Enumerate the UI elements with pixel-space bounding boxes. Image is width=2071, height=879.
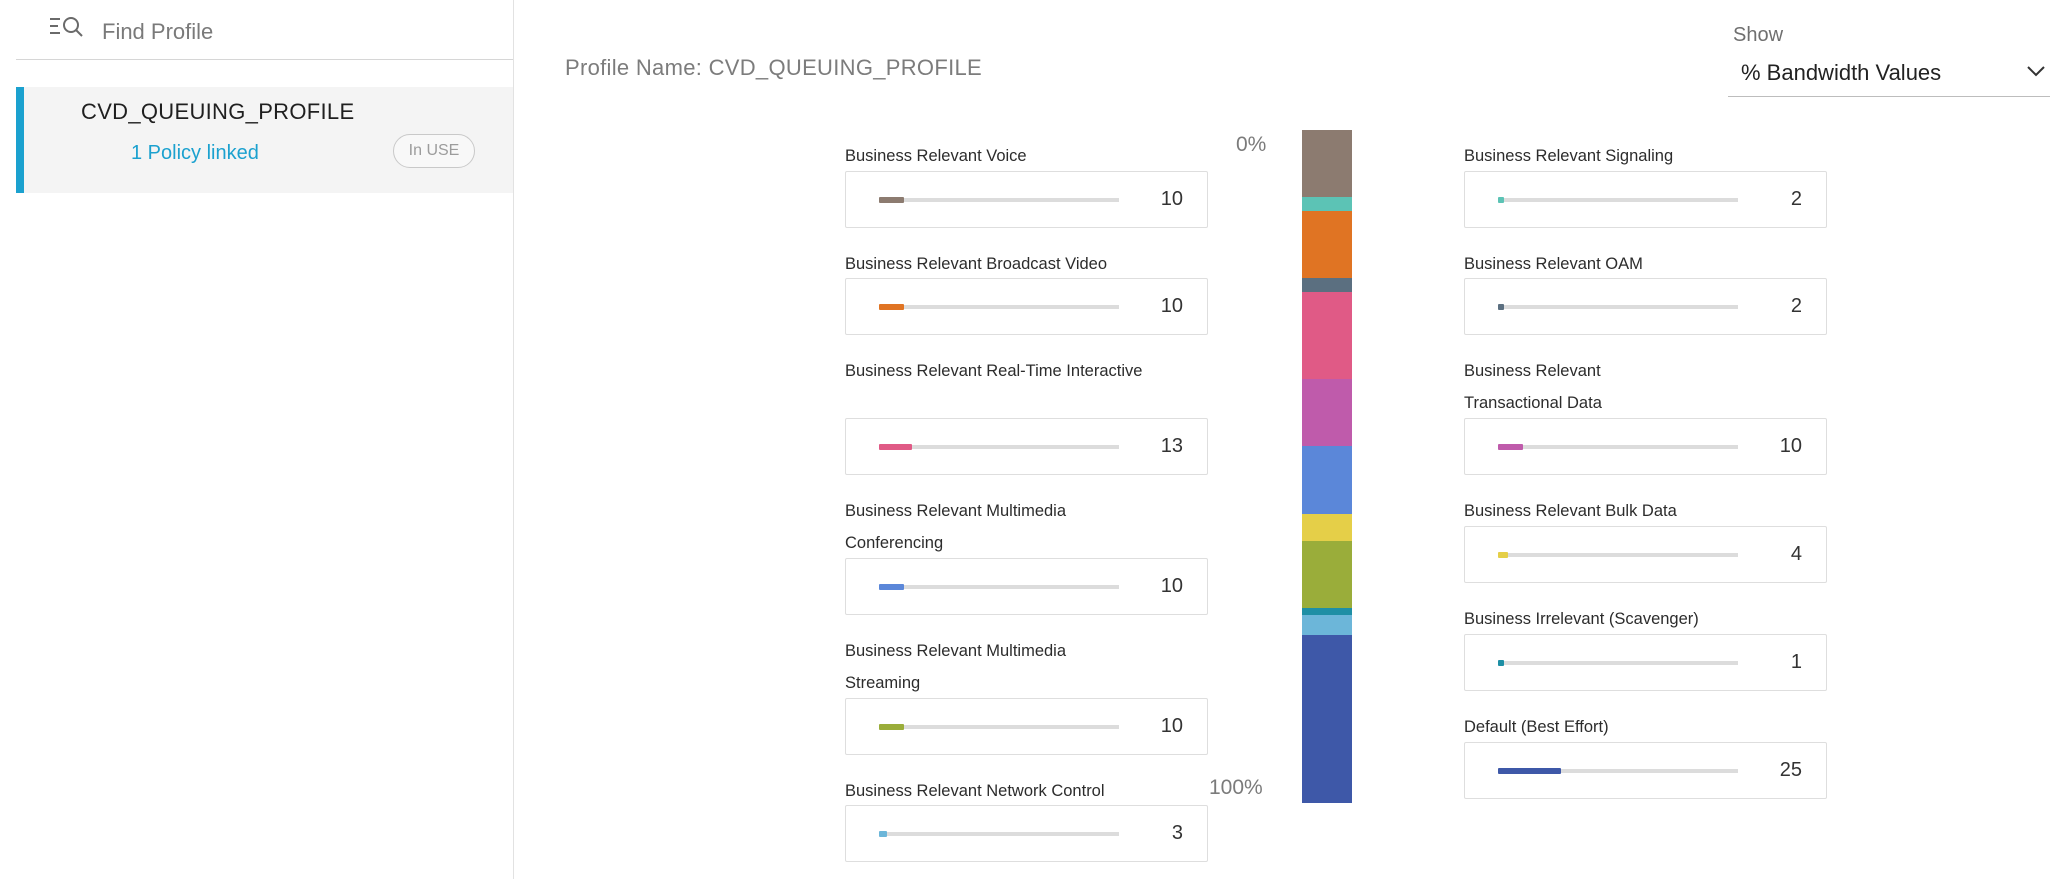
queue-label-signaling: Business Relevant Signaling	[1464, 147, 1674, 165]
bandwidth-slider-track[interactable]	[879, 197, 1119, 203]
queue-card-bulk-data[interactable]: 4	[1464, 526, 1827, 583]
queue-card-transactional-data[interactable]: 10	[1464, 418, 1827, 475]
bandwidth-slider-fill	[1498, 552, 1509, 558]
bandwidth-value[interactable]: 1	[1790, 651, 1802, 673]
bandwidth-value[interactable]: 13	[1160, 435, 1183, 457]
bandwidth-slider-track[interactable]	[879, 584, 1119, 590]
stack-segment-signaling	[1302, 197, 1352, 211]
bandwidth-slider-track[interactable]	[1498, 197, 1738, 203]
queue-label-network-control: Business Relevant Network Control	[845, 782, 1105, 800]
in-use-badge: In USE	[393, 134, 475, 168]
stack-segment-scavenger	[1302, 607, 1352, 615]
bandwidth-slider-fill	[879, 831, 887, 837]
bandwidth-slider-fill	[879, 444, 912, 450]
bandwidth-value[interactable]: 10	[1160, 715, 1183, 737]
bandwidth-slider-track[interactable]	[1498, 660, 1738, 666]
stack-segment-oam	[1302, 278, 1352, 292]
bandwidth-slider-fill	[1498, 660, 1504, 666]
stack-segment-multimedia-streaming	[1302, 540, 1352, 608]
show-label: Show	[1733, 24, 1784, 46]
profile-search-bar	[16, 0, 513, 60]
selected-indicator	[16, 87, 24, 193]
queue-card-multimedia-streaming[interactable]: 10	[845, 698, 1208, 755]
bandwidth-value[interactable]: 10	[1779, 435, 1802, 457]
bandwidth-slider-fill	[879, 724, 905, 730]
bandwidth-slider-track[interactable]	[879, 304, 1119, 310]
queue-label-voice: Business Relevant Voice	[845, 147, 1027, 165]
show-dropdown[interactable]: % Bandwidth Values	[1728, 52, 2050, 97]
bandwidth-stacked-bar	[1302, 130, 1352, 803]
stack-segment-broadcast-video	[1302, 210, 1352, 279]
stack-segment-best-effort	[1302, 634, 1352, 803]
stack-segment-transactional-data	[1302, 379, 1352, 447]
bandwidth-slider-track[interactable]	[879, 724, 1119, 730]
queue-card-oam[interactable]: 2	[1464, 278, 1827, 335]
bandwidth-slider-fill	[879, 584, 905, 590]
queue-card-multimedia-conferencing[interactable]: 10	[845, 558, 1208, 615]
policy-linked-link[interactable]: 1 Policy linked	[131, 142, 259, 164]
bandwidth-slider-fill	[1498, 768, 1561, 774]
bandwidth-slider-fill	[879, 304, 905, 310]
queue-card-broadcast-video[interactable]: 10	[845, 278, 1208, 335]
stack-segment-multimedia-conferencing	[1302, 446, 1352, 514]
bandwidth-slider-fill	[1498, 444, 1524, 450]
search-list-icon[interactable]	[48, 14, 88, 40]
bandwidth-value[interactable]: 10	[1160, 575, 1183, 597]
bandwidth-slider-track[interactable]	[1498, 304, 1738, 310]
chevron-down-icon	[2026, 64, 2046, 78]
queue-card-voice[interactable]: 10	[845, 171, 1208, 228]
bandwidth-slider-fill	[1498, 304, 1504, 310]
bandwidth-value[interactable]: 4	[1790, 543, 1802, 565]
profile-name-heading: Profile Name: CVD_QUEUING_PROFILE	[565, 55, 983, 80]
queue-label-real-time-interactive: Business Relevant Real-Time Interactive	[845, 362, 1143, 380]
bandwidth-slider-track[interactable]	[1498, 552, 1738, 558]
bandwidth-slider-track[interactable]	[879, 444, 1119, 450]
queue-label-multimedia-conferencing: Business Relevant Multimedia Conferencin…	[845, 502, 1067, 552]
queue-label-scavenger: Business Irrelevant (Scavenger)	[1464, 610, 1699, 628]
bandwidth-value[interactable]: 10	[1160, 188, 1183, 210]
stack-segment-real-time-interactive	[1302, 291, 1352, 379]
queue-label-broadcast-video: Business Relevant Broadcast Video	[845, 255, 1108, 273]
queue-card-network-control[interactable]: 3	[845, 805, 1208, 862]
find-profile-input[interactable]	[100, 14, 484, 50]
queue-card-scavenger[interactable]: 1	[1464, 634, 1827, 691]
profile-list-item[interactable]: CVD_QUEUING_PROFILE 1 Policy linked In U…	[16, 87, 513, 193]
stack-segment-network-control	[1302, 614, 1352, 635]
bandwidth-value[interactable]: 10	[1160, 295, 1183, 317]
show-dropdown-value: % Bandwidth Values	[1741, 60, 1942, 85]
bandwidth-slider-track[interactable]	[879, 831, 1119, 837]
bandwidth-slider-fill	[1498, 197, 1504, 203]
bandwidth-value[interactable]: 2	[1790, 188, 1802, 210]
profile-item-name: CVD_QUEUING_PROFILE	[81, 99, 355, 124]
bandwidth-value[interactable]: 2	[1790, 295, 1802, 317]
queue-label-multimedia-streaming: Business Relevant Multimedia Streaming	[845, 642, 1067, 692]
queue-card-real-time-interactive[interactable]: 13	[845, 418, 1208, 475]
stack-segment-bulk-data	[1302, 513, 1352, 541]
profile-list-panel: CVD_QUEUING_PROFILE 1 Policy linked In U…	[0, 0, 514, 879]
stack-segment-voice	[1302, 130, 1352, 198]
bandwidth-value[interactable]: 25	[1779, 759, 1802, 781]
queue-card-signaling[interactable]: 2	[1464, 171, 1827, 228]
queue-label-oam: Business Relevant OAM	[1464, 255, 1643, 273]
bandwidth-value[interactable]: 3	[1171, 822, 1183, 844]
stack-top-label: 0%	[1236, 133, 1267, 156]
stack-bottom-label: 100%	[1209, 776, 1263, 799]
bandwidth-slider-fill	[879, 197, 905, 203]
bandwidth-slider-track[interactable]	[1498, 768, 1738, 774]
bandwidth-slider-track[interactable]	[1498, 444, 1738, 450]
queue-label-best-effort: Default (Best Effort)	[1464, 718, 1609, 736]
queue-label-bulk-data: Business Relevant Bulk Data	[1464, 502, 1677, 520]
queue-card-best-effort[interactable]: 25	[1464, 742, 1827, 799]
queue-label-transactional-data: Business Relevant Transactional Data	[1464, 362, 1602, 412]
